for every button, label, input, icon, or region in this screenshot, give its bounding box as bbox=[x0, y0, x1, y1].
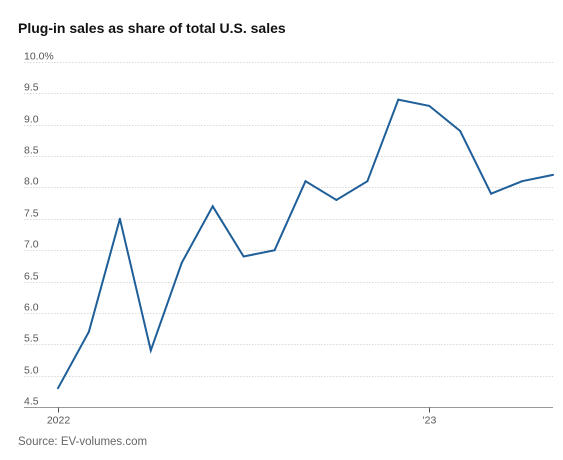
data-point bbox=[459, 130, 462, 132]
data-point bbox=[490, 192, 493, 195]
data-point bbox=[242, 255, 245, 258]
x-tick-label: '23 bbox=[423, 415, 437, 427]
y-axis-ticks: 4.5 5.0 5.5 6.0 6.5 7.0 7.5 8.0 8.5 9.0 9.5 10.0% bbox=[24, 51, 54, 408]
data-point bbox=[366, 180, 369, 183]
data-point bbox=[211, 205, 214, 208]
x-tick-label: 2022 bbox=[47, 415, 71, 427]
series-layer bbox=[57, 98, 554, 390]
chart-title: Plug-in sales as share of total U.S. sal… bbox=[18, 20, 286, 36]
data-point bbox=[304, 180, 307, 183]
y-tick-label: 9.5 bbox=[24, 82, 39, 94]
data-point bbox=[521, 180, 524, 183]
data-point bbox=[118, 217, 121, 220]
y-tick-label: 7.5 bbox=[24, 208, 39, 220]
y-tick-label: 5.5 bbox=[24, 333, 39, 345]
data-point bbox=[552, 173, 554, 176]
data-point bbox=[149, 349, 152, 352]
y-tick-label: 10.0% bbox=[24, 51, 54, 63]
y-tick-label: 7.0 bbox=[24, 239, 39, 251]
data-point bbox=[273, 249, 276, 252]
data-point bbox=[87, 330, 90, 333]
data-point bbox=[335, 199, 338, 201]
data-point bbox=[428, 104, 431, 107]
data-point bbox=[57, 387, 59, 390]
y-tick-label: 8.5 bbox=[24, 145, 39, 157]
y-tick-label: 6.5 bbox=[24, 271, 39, 283]
y-tick-label: 4.5 bbox=[24, 396, 39, 408]
x-axis: 2022 '23 bbox=[24, 407, 553, 427]
data-point bbox=[180, 261, 183, 264]
source-note: Source: EV-volumes.com bbox=[18, 436, 148, 448]
y-tick-label: 9.0 bbox=[24, 114, 39, 126]
y-tick-label: 5.0 bbox=[24, 365, 39, 377]
y-tick-label: 6.0 bbox=[24, 302, 39, 314]
data-point bbox=[397, 98, 400, 101]
y-tick-label: 8.0 bbox=[24, 176, 39, 188]
